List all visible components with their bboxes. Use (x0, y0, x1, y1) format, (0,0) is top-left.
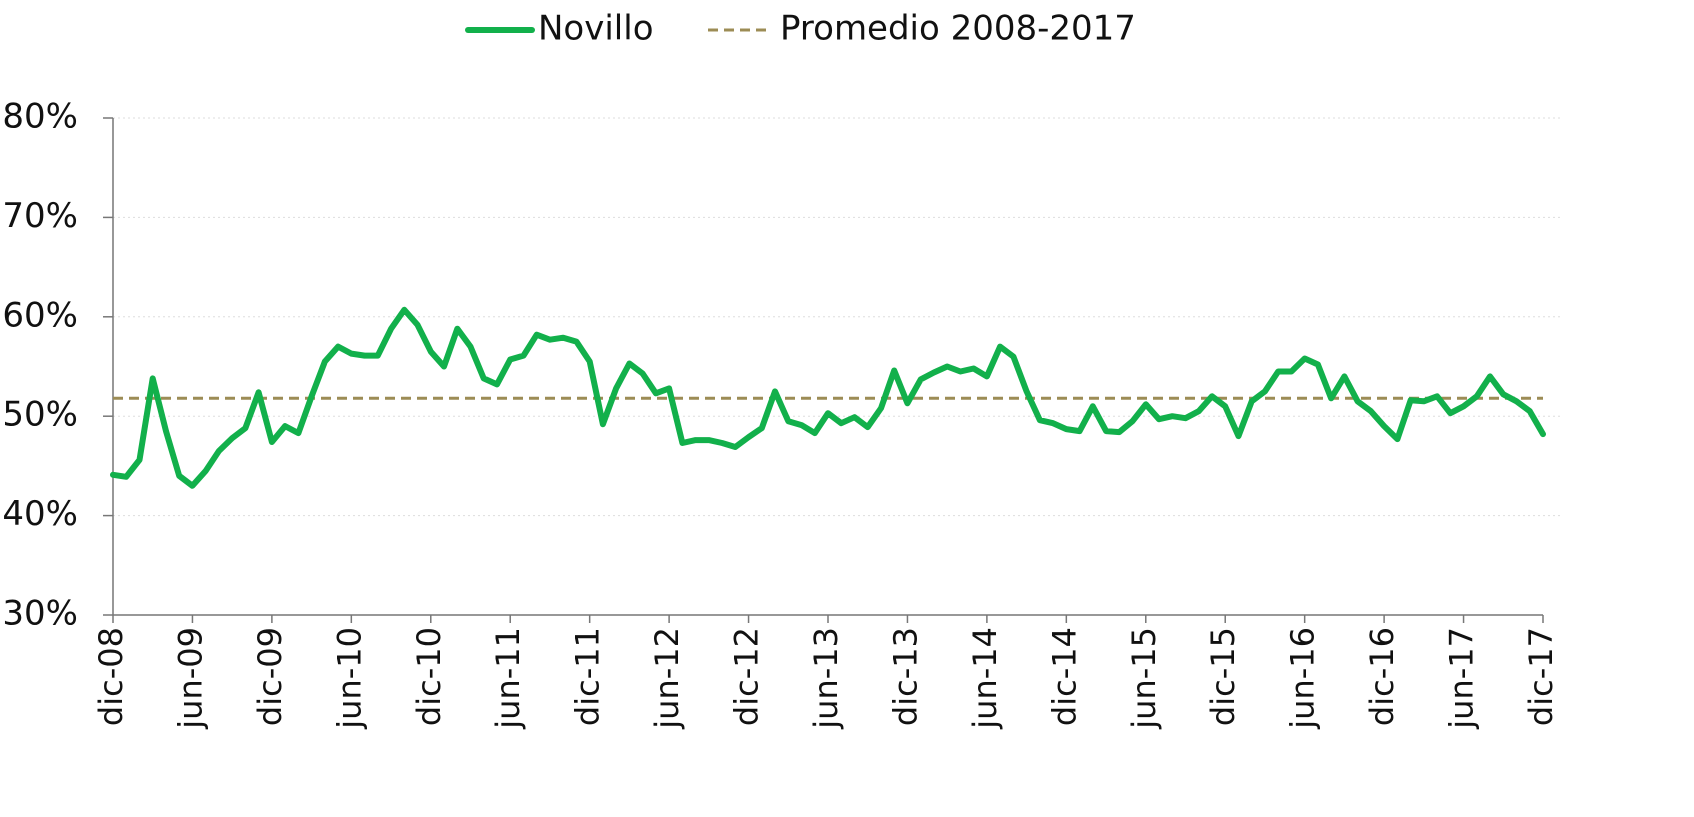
y-tick-label: 50% (2, 395, 78, 435)
y-tick-label: 60% (2, 295, 78, 335)
x-tick-label: jun-17 (1443, 627, 1481, 730)
x-tick-label: dic-16 (1363, 627, 1401, 726)
x-tick-label: jun-11 (489, 627, 527, 730)
x-tick-label: jun-15 (1125, 627, 1163, 730)
legend-label: Novillo (538, 9, 654, 49)
x-tick-label: dic-08 (92, 627, 130, 726)
x-tick-label: jun-10 (330, 627, 368, 730)
y-tick-label: 40% (2, 494, 78, 534)
x-tick-label: dic-13 (886, 627, 924, 726)
legend-label: Promedio 2008-2017 (780, 9, 1136, 49)
x-tick-label: dic-12 (728, 627, 766, 726)
data-line (110, 306, 1546, 489)
x-tick-label: jun-13 (807, 627, 845, 730)
x-tick-label: dic-10 (410, 627, 448, 726)
x-tick-label: dic-11 (569, 627, 607, 726)
x-tick-label: dic-09 (251, 627, 289, 726)
x-tick-label: dic-17 (1522, 627, 1560, 726)
y-tick-label: 70% (2, 196, 78, 236)
x-tick-label: jun-12 (648, 627, 686, 730)
x-tick-label: dic-15 (1204, 627, 1242, 726)
x-tick-label: dic-14 (1045, 627, 1083, 726)
y-tick-label: 30% (2, 594, 78, 634)
x-tick-label: jun-09 (171, 627, 209, 730)
y-tick-label: 80% (2, 97, 78, 137)
x-tick-label: jun-16 (1284, 627, 1322, 730)
x-tick-label: jun-14 (966, 627, 1004, 730)
